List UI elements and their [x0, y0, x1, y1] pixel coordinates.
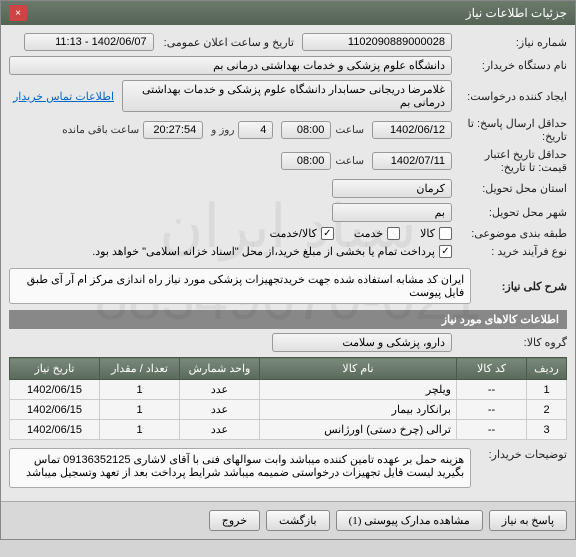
purchase-type-box	[439, 245, 452, 258]
label-purchase-type: نوع فرآیند خرید :	[452, 245, 567, 258]
checkbox-goods[interactable]: کالا	[420, 227, 452, 240]
table-cell: 1402/06/15	[10, 400, 100, 420]
close-icon[interactable]: ×	[9, 5, 27, 21]
details-window: جزئیات اطلاعات نیاز × ستاد ایران 021-883…	[0, 0, 576, 540]
label-announce-date: تاریخ و ساعت اعلان عمومی:	[158, 36, 294, 49]
field-city: بم	[332, 203, 452, 222]
exit-button[interactable]: خروج	[209, 510, 260, 531]
label-credit-end: حداقل تاریخ اعتبار قیمت: تا تاریخ:	[452, 148, 567, 174]
table-cell: --	[457, 400, 527, 420]
label-remain: ساعت باقی مانده	[62, 124, 139, 136]
field-buyer-notes: هزینه حمل بر عهده تامین کننده میباشد واب…	[9, 448, 471, 488]
label-buyer-notes: توضیحات خریدار:	[471, 448, 567, 461]
th-unit: واحد شمارش	[180, 358, 260, 380]
table-cell: 1402/06/15	[10, 420, 100, 440]
field-buyer-org: دانشگاه علوم پزشکی و خدمات بهداشتی درمان…	[9, 56, 452, 75]
th-name: نام کالا	[260, 358, 457, 380]
checkbox-goods-box	[439, 227, 452, 240]
field-request-no: 1102090889000028	[302, 33, 452, 51]
label-buyer-org: نام دستگاه خریدار:	[452, 59, 567, 72]
checkbox-service-label: خدمت	[354, 227, 383, 240]
table-cell: 2	[527, 400, 567, 420]
items-table: ردیف کد کالا نام کالا واحد شمارش تعداد /…	[9, 357, 567, 440]
field-announce-date: 1402/06/07 - 11:13	[24, 33, 154, 51]
footer: پاسخ به نیاز مشاهده مدارک پیوستی (1) باز…	[1, 501, 575, 539]
label-requester: ایجاد کننده درخواست:	[452, 90, 567, 103]
label-city: شهر محل تحویل:	[452, 206, 567, 219]
field-description: ایران کد مشابه استفاده شده جهت خرید‌تجهی…	[9, 268, 471, 304]
category-options: کالا خدمت کالا/خدمت	[270, 227, 452, 240]
th-code: کد کالا	[457, 358, 527, 380]
titlebar: جزئیات اطلاعات نیاز ×	[1, 1, 575, 25]
field-deadline-time: 08:00	[281, 121, 331, 139]
respond-button[interactable]: پاسخ به نیاز	[489, 510, 567, 531]
items-header: اطلاعات کالاهای مورد نیاز	[9, 310, 567, 329]
back-button[interactable]: بازگشت	[266, 510, 330, 531]
table-cell: عدد	[180, 380, 260, 400]
label-days: روز و	[211, 124, 234, 136]
checkbox-goods-label: کالا	[420, 227, 435, 240]
attachments-button[interactable]: مشاهده مدارک پیوستی (1)	[336, 510, 483, 531]
table-row: 1--ویلچرعدد11402/06/15	[10, 380, 567, 400]
field-group: دارو، پزشکی و سلامت	[272, 333, 452, 352]
table-header-row: ردیف کد کالا نام کالا واحد شمارش تعداد /…	[10, 358, 567, 380]
content-area: ستاد ایران 021-88349670 شماره نیاز: 1102…	[1, 25, 575, 501]
checkbox-both-label: کالا/خدمت	[270, 227, 317, 240]
label-description: شرح کلی نیاز:	[471, 280, 567, 293]
table-cell: عدد	[180, 400, 260, 420]
th-index: ردیف	[527, 358, 567, 380]
contact-link[interactable]: اطلاعات تماس خریدار	[13, 90, 114, 103]
field-remain: 20:27:54	[143, 121, 203, 139]
label-category: طبقه بندی موضوعی:	[452, 227, 567, 240]
checkbox-service-box	[387, 227, 400, 240]
purchase-type-text: پرداخت تمام یا بخشی از مبلغ خرید،از محل …	[92, 245, 435, 258]
table-cell: --	[457, 420, 527, 440]
field-credit-time: 08:00	[281, 152, 331, 170]
table-cell: 1402/06/15	[10, 380, 100, 400]
table-cell: --	[457, 380, 527, 400]
label-deadline: حداقل ارسال پاسخ: تا تاریخ:	[452, 117, 567, 143]
field-days: 4	[238, 121, 273, 139]
table-cell: 3	[527, 420, 567, 440]
label-deadline-time: ساعت	[335, 124, 364, 136]
th-date: تاریخ نیاز	[10, 358, 100, 380]
checkbox-both[interactable]: کالا/خدمت	[270, 227, 334, 240]
table-cell: عدد	[180, 420, 260, 440]
checkbox-both-box	[321, 227, 334, 240]
label-credit-time: ساعت	[335, 155, 364, 167]
field-province: کرمان	[332, 179, 452, 198]
label-group: گروه کالا:	[452, 336, 567, 349]
th-qty: تعداد / مقدار	[100, 358, 180, 380]
table-cell: 1	[100, 380, 180, 400]
field-deadline-date: 1402/06/12	[372, 121, 452, 139]
purchase-type-item[interactable]: پرداخت تمام یا بخشی از مبلغ خرید،از محل …	[92, 245, 452, 258]
table-cell: 1	[100, 420, 180, 440]
table-cell: 1	[527, 380, 567, 400]
table-row: 2--برانکارد بیمارعدد11402/06/15	[10, 400, 567, 420]
table-row: 3--ترالی (چرخ دستی) اورژانسعدد11402/06/1…	[10, 420, 567, 440]
field-requester: غلامرضا دریجانی حسابدار دانشگاه علوم پزش…	[122, 80, 452, 112]
table-cell: برانکارد بیمار	[260, 400, 457, 420]
table-cell: 1	[100, 400, 180, 420]
checkbox-service[interactable]: خدمت	[354, 227, 400, 240]
label-request-no: شماره نیاز:	[452, 36, 567, 49]
table-cell: ویلچر	[260, 380, 457, 400]
window-title: جزئیات اطلاعات نیاز	[466, 6, 567, 20]
label-province: استان محل تحویل:	[452, 182, 567, 195]
field-credit-date: 1402/07/11	[372, 152, 452, 170]
table-cell: ترالی (چرخ دستی) اورژانس	[260, 420, 457, 440]
